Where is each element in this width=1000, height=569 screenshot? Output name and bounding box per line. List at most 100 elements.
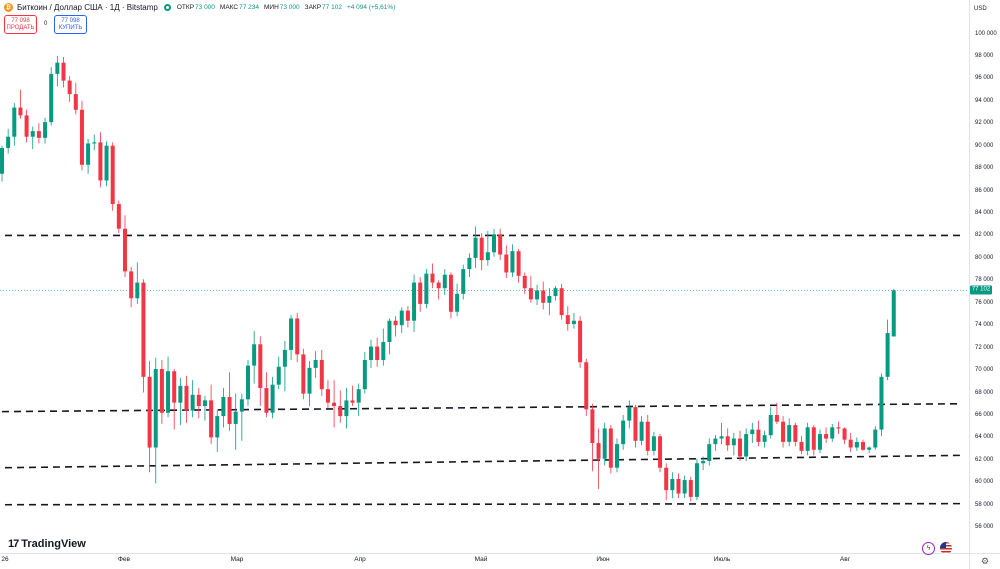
candle[interactable] — [319, 349, 324, 396]
candle[interactable] — [719, 422, 724, 445]
candle[interactable] — [651, 431, 656, 456]
support-resistance-line[interactable] — [4, 454, 961, 469]
candle[interactable] — [811, 425, 816, 456]
candle[interactable] — [670, 472, 675, 499]
candle[interactable] — [799, 436, 804, 455]
candle[interactable] — [227, 372, 232, 431]
candle[interactable] — [98, 132, 103, 188]
candle[interactable] — [842, 427, 847, 445]
candle[interactable] — [510, 244, 515, 277]
candle[interactable] — [682, 475, 687, 499]
candle[interactable] — [639, 416, 644, 446]
candle[interactable] — [713, 435, 718, 451]
candle[interactable] — [393, 316, 398, 337]
candle[interactable] — [461, 264, 466, 300]
sell-button[interactable]: 77 098 ПРОДАТЬ — [4, 15, 37, 34]
candle[interactable] — [369, 339, 373, 368]
candle[interactable] — [178, 377, 183, 426]
candle[interactable] — [615, 438, 619, 473]
candle[interactable] — [399, 307, 404, 334]
candle[interactable] — [92, 134, 97, 151]
candle[interactable] — [885, 319, 890, 381]
candle[interactable] — [528, 275, 533, 303]
candle[interactable] — [535, 284, 540, 306]
symbol-title[interactable]: Биткоин / Доллар США · 1Д · Bitstamp — [17, 3, 158, 12]
candle[interactable] — [504, 245, 509, 279]
candle[interactable] — [596, 428, 601, 490]
candle[interactable] — [824, 427, 829, 444]
candle[interactable] — [571, 312, 576, 329]
candle[interactable] — [313, 351, 318, 378]
candle[interactable] — [73, 82, 78, 115]
candle[interactable] — [233, 393, 238, 450]
candle[interactable] — [756, 420, 761, 447]
candle[interactable] — [774, 402, 779, 424]
candle[interactable] — [879, 373, 884, 437]
candle[interactable] — [18, 89, 23, 119]
candle[interactable] — [123, 215, 127, 277]
candle[interactable] — [873, 426, 878, 450]
candle[interactable] — [147, 361, 152, 473]
candle[interactable] — [559, 283, 564, 320]
candle[interactable] — [338, 390, 343, 423]
candle[interactable] — [590, 403, 595, 472]
candle[interactable] — [744, 428, 749, 461]
candle[interactable] — [36, 123, 41, 144]
candle[interactable] — [184, 375, 189, 423]
candle[interactable] — [621, 414, 626, 450]
candle[interactable] — [24, 109, 29, 143]
candle[interactable] — [848, 432, 853, 453]
lightning-icon[interactable]: ϟ — [922, 542, 935, 555]
candle[interactable] — [264, 372, 269, 418]
candle[interactable] — [436, 280, 441, 300]
candle[interactable] — [270, 376, 275, 419]
candle[interactable] — [725, 428, 730, 451]
candle[interactable] — [664, 463, 669, 501]
currency-label[interactable]: USD — [974, 6, 987, 12]
candle[interactable] — [67, 76, 72, 102]
candle[interactable] — [836, 421, 841, 435]
candle[interactable] — [307, 361, 312, 407]
candle[interactable] — [325, 380, 330, 409]
candle[interactable] — [547, 288, 552, 316]
buy-button[interactable]: 77 098 КУПИТЬ — [54, 15, 87, 34]
candle[interactable] — [412, 274, 417, 332]
candle[interactable] — [30, 126, 35, 150]
candle[interactable] — [891, 288, 896, 337]
candle[interactable] — [332, 380, 337, 428]
candle[interactable] — [602, 422, 607, 466]
candle[interactable] — [116, 200, 121, 234]
candle[interactable] — [172, 368, 177, 430]
candle[interactable] — [289, 315, 294, 361]
candle[interactable] — [350, 385, 355, 407]
candle[interactable] — [479, 233, 484, 271]
candle[interactable] — [381, 328, 386, 366]
candle[interactable] — [861, 439, 865, 451]
candle[interactable] — [362, 352, 367, 394]
candle[interactable] — [793, 422, 798, 447]
candle[interactable] — [578, 316, 583, 368]
candle[interactable] — [498, 228, 503, 261]
candle[interactable] — [608, 425, 613, 474]
candle[interactable] — [768, 407, 773, 439]
candle[interactable] — [215, 409, 220, 453]
settings-gear-icon[interactable]: ⚙ — [980, 556, 990, 566]
candle[interactable] — [541, 281, 546, 310]
candle[interactable] — [473, 226, 478, 268]
candle[interactable] — [485, 230, 490, 266]
candle[interactable] — [135, 262, 140, 304]
candle[interactable] — [43, 117, 48, 144]
candle[interactable] — [6, 128, 11, 154]
candle[interactable] — [295, 312, 300, 363]
candle[interactable] — [762, 430, 767, 448]
candle[interactable] — [86, 138, 91, 174]
support-resistance-line[interactable] — [1, 402, 959, 413]
price-axis[interactable] — [969, 0, 1000, 553]
candle[interactable] — [467, 253, 472, 277]
candle[interactable] — [258, 336, 263, 407]
candle[interactable] — [129, 266, 134, 308]
candle[interactable] — [688, 476, 693, 502]
candle[interactable] — [553, 285, 558, 301]
candle[interactable] — [55, 55, 60, 87]
candle[interactable] — [522, 272, 527, 294]
